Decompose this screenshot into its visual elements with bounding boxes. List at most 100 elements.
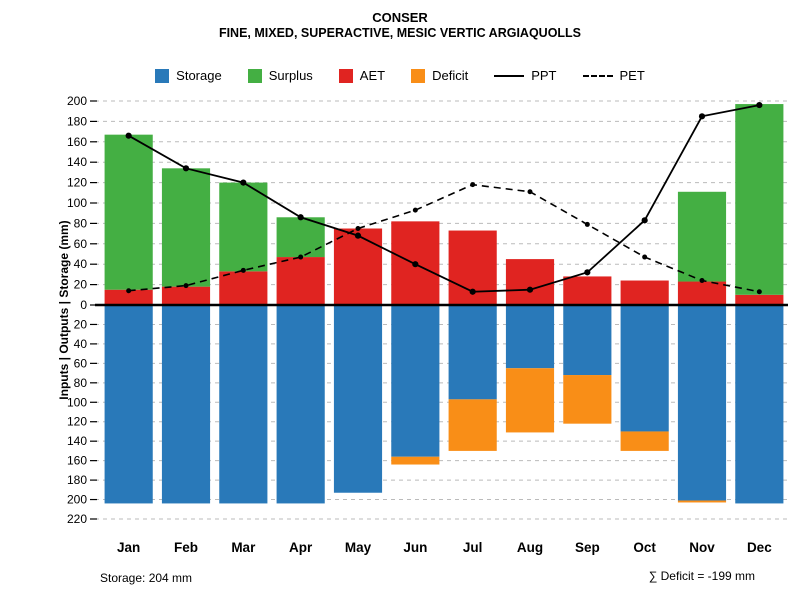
bar-aet-Feb (161, 286, 211, 305)
line-pet (126, 182, 762, 295)
svg-text:20: 20 (74, 278, 88, 292)
svg-text:Jan: Jan (117, 540, 140, 555)
legend-item-surplus: Surplus (247, 68, 313, 83)
bar-storage-Dec (735, 305, 784, 504)
svg-text:Sep: Sep (575, 540, 600, 555)
legend-label: AET (359, 68, 386, 83)
bar-deficit-Oct (620, 431, 669, 451)
bar-storage-Mar (219, 305, 268, 504)
legend-line-sample-pet (582, 74, 613, 77)
chart-title: CONSER (372, 10, 428, 25)
bar-deficit-Sep (563, 375, 612, 424)
legend-label: Deficit (432, 68, 469, 83)
bar-aet-Apr (276, 257, 325, 305)
svg-text:Oct: Oct (633, 540, 656, 555)
legend-item-aet: AET (338, 68, 386, 83)
bar-storage-Nov (677, 305, 727, 501)
svg-text:140: 140 (67, 434, 87, 448)
svg-text:180: 180 (67, 114, 87, 128)
bar-storage-Sep (563, 305, 612, 376)
legend-label: PPT (531, 68, 557, 83)
svg-text:80: 80 (74, 376, 88, 390)
bars-storage-deficit (104, 305, 784, 504)
svg-text:Dec: Dec (747, 540, 772, 555)
svg-text:40: 40 (74, 337, 88, 351)
legend-item-pet: PET (582, 68, 645, 83)
svg-text:60: 60 (74, 356, 88, 370)
legend-label: Surplus (268, 68, 313, 83)
bar-surplus-Nov (677, 191, 727, 282)
bar-storage-Jan (104, 305, 153, 504)
svg-text:160: 160 (67, 454, 87, 468)
bar-storage-Apr (276, 305, 325, 504)
bar-aet-Oct (620, 280, 669, 305)
legend-line-sample-ppt (494, 74, 525, 77)
svg-text:200: 200 (67, 94, 87, 108)
svg-text:Nov: Nov (689, 540, 715, 555)
deficit-sum-annotation: ∑ Deficit = -199 mm (648, 569, 755, 583)
svg-text:Aug: Aug (517, 540, 543, 555)
svg-text:Jul: Jul (463, 540, 483, 555)
bar-storage-Oct (620, 305, 669, 432)
bar-surplus-Dec (735, 104, 784, 295)
bar-aet-Mar (219, 271, 268, 305)
legend-swatch-storage (155, 68, 170, 83)
svg-text:Jun: Jun (403, 540, 427, 555)
svg-text:200: 200 (67, 493, 87, 507)
bar-deficit-Aug (505, 368, 555, 433)
svg-text:160: 160 (67, 135, 87, 149)
bar-storage-Aug (505, 305, 555, 369)
legend-swatch-aet (338, 68, 353, 83)
bar-storage-Feb (161, 305, 211, 504)
svg-text:0: 0 (80, 298, 87, 312)
bar-aet-May (333, 228, 383, 305)
legend-swatch-surplus (247, 68, 262, 83)
bar-aet-Sep (563, 276, 612, 305)
svg-text:100: 100 (67, 196, 87, 210)
legend-item-deficit: Deficit (411, 68, 468, 83)
svg-text:Apr: Apr (289, 540, 313, 555)
chart-subtitle: FINE, MIXED, SUPERACTIVE, MESIC VERTIC A… (218, 26, 582, 40)
storage-annotation: Storage: 204 mm (100, 571, 193, 585)
y-axis: 2001801601401201008060402002040608010012… (67, 94, 97, 526)
legend-item-ppt: PPT (494, 68, 557, 83)
svg-text:120: 120 (67, 176, 87, 190)
legend-swatch-deficit (411, 68, 426, 83)
gridlines (95, 100, 788, 520)
svg-text:60: 60 (74, 237, 88, 251)
svg-text:180: 180 (67, 473, 87, 487)
svg-text:Mar: Mar (231, 540, 256, 555)
bar-aet-Jan (104, 289, 153, 305)
bar-deficit-Jun (391, 456, 440, 465)
line-ppt (125, 101, 763, 295)
x-axis-month-labels: Jan Feb Mar Apr May Jun Jul Aug Sep Oct Nov Dec (117, 540, 772, 555)
svg-text:100: 100 (67, 395, 87, 409)
svg-text:80: 80 (74, 216, 88, 230)
bar-storage-Jun (391, 305, 440, 457)
bar-surplus-Feb (161, 168, 211, 287)
bar-aet-Nov (677, 281, 727, 305)
bar-aet-Dec (735, 294, 784, 305)
legend-label: PET (619, 68, 645, 83)
bar-aet-Aug (505, 259, 555, 305)
svg-text:220: 220 (67, 512, 87, 526)
svg-text:40: 40 (74, 257, 88, 271)
svg-text:140: 140 (67, 155, 87, 169)
legend-item-storage: Storage (155, 68, 222, 83)
bar-storage-May (333, 305, 383, 493)
bar-deficit-Nov (677, 500, 727, 503)
svg-text:Feb: Feb (174, 540, 198, 555)
bar-surplus-Apr (276, 217, 325, 258)
bar-surplus-Jan (104, 134, 153, 290)
bar-surplus-Mar (219, 182, 268, 272)
svg-text:May: May (345, 540, 372, 555)
svg-text:120: 120 (67, 415, 87, 429)
bar-deficit-Jul (448, 399, 497, 451)
bars-aet-surplus (104, 104, 784, 305)
svg-text:20: 20 (74, 317, 88, 331)
bar-storage-Jul (448, 305, 497, 400)
legend: Storage Surplus AET Deficit PPT PET (0, 68, 800, 83)
legend-label: Storage (176, 68, 222, 83)
